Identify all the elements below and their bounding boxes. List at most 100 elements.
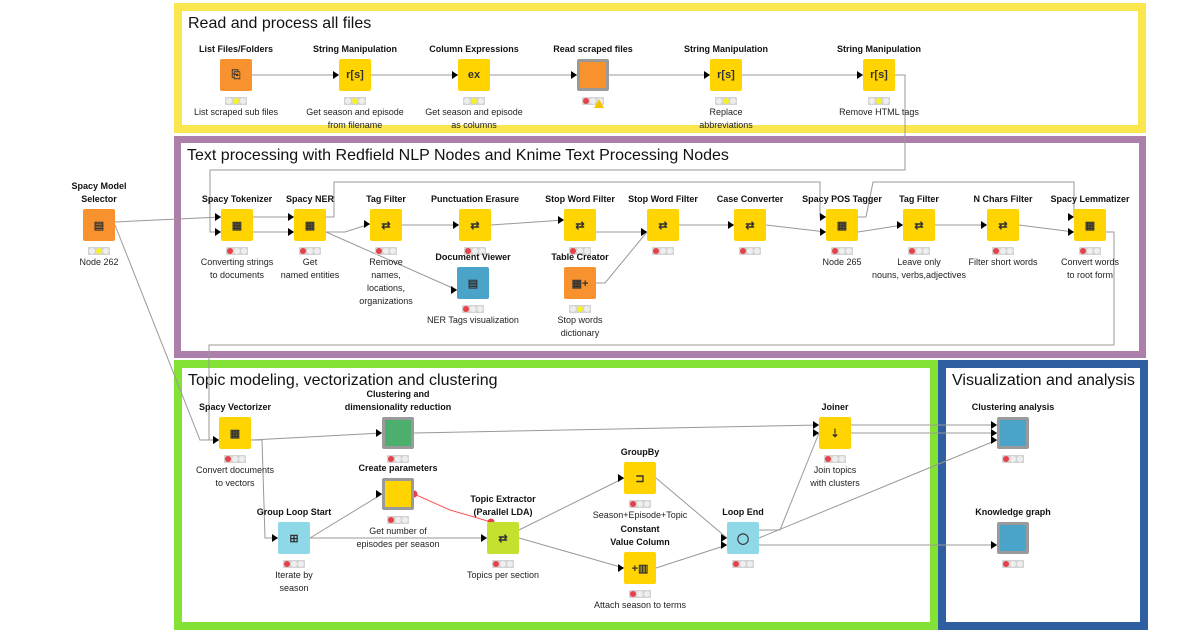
node-title: String Manipulation [313,44,397,54]
node-icon[interactable]: +▥ [624,552,656,584]
node-description[interactable]: Get season and episode from filename [306,107,404,130]
node-title: Stop Word Filter [545,194,615,204]
node-status-lights [464,247,486,255]
node-icon[interactable]: ▦ [221,209,253,241]
status-light-yellow [470,98,477,104]
node-description[interactable]: List scraped sub files [193,107,279,117]
node-icon[interactable]: r[s] [710,59,742,91]
node-status-lights [569,305,591,313]
status-light-off [499,561,506,567]
node-icon[interactable] [382,478,414,510]
node-status-lights [387,455,409,463]
node-status-lights [1002,560,1024,568]
node-icon[interactable]: ◯ [727,522,759,554]
node-glyph-icon: ▦ [231,219,243,232]
status-light-red [224,456,231,462]
node-glyph-icon: ⇄ [470,219,480,232]
node-icon[interactable]: r[s] [863,59,895,91]
node-description[interactable]: Join topics with clusters [810,465,860,488]
node-description[interactable]: Converting strings to documents [200,257,274,280]
node-status-lights [732,560,754,568]
node-icon[interactable] [997,417,1029,449]
node-status-lights [224,455,246,463]
node-description[interactable]: NER Tags visualization [427,315,519,325]
status-light-off [239,456,246,462]
node-icon[interactable]: ▦ [219,417,251,449]
status-light-off [831,456,838,462]
status-light-red [629,591,636,597]
node-icon[interactable]: ⊐ [624,462,656,494]
node-description[interactable]: Remove names, locations, organizations [359,257,413,306]
node-description[interactable]: Remove HTML tags [839,107,919,117]
status-light-off [507,561,514,567]
node-description[interactable]: Season+Episode+Topic [592,510,688,520]
status-light-red [299,248,306,254]
node-title: Stop Word Filter [628,194,698,204]
node-icon[interactable]: ▦+ [564,267,596,299]
node-description[interactable]: Attach season to terms [593,600,687,610]
node-description[interactable]: Filter short words [968,257,1038,267]
node-icon[interactable]: ▦ [294,209,326,241]
node-icon[interactable]: r[s] [339,59,371,91]
node-description[interactable]: Node 265 [822,257,862,267]
node-description[interactable]: Convert words to root form [1060,257,1120,280]
node-description[interactable]: Leave only nouns, verbs,adjectives [871,257,967,280]
node-icon[interactable]: ▦ [826,209,858,241]
node-icon[interactable]: ▦ [1074,209,1106,241]
node-description[interactable]: Get named entities [280,257,340,280]
node-description[interactable]: Node 262 [79,257,119,267]
node-description[interactable]: Replace abbreviations [699,107,753,130]
node-icon[interactable]: ▤ [457,267,489,299]
status-light-off [747,561,754,567]
node-glyph-icon: +▥ [631,562,649,575]
node-title: Document Viewer [435,252,511,262]
node-icon[interactable]: ⎘ [220,59,252,91]
annotation-title: Text processing with Redfield NLP Nodes … [187,147,729,164]
node-icon[interactable]: ⇄ [487,522,519,554]
node-description[interactable]: Get number of episodes per season [356,526,440,549]
node-glyph-icon: r[s] [870,69,888,81]
node-glyph-icon: ⇄ [498,532,508,545]
node-icon[interactable]: ▤ [83,209,115,241]
status-light-off [394,456,401,462]
status-light-off [730,98,737,104]
node-glyph-icon: r[s] [717,69,735,81]
node-icon[interactable]: ⇣ [819,417,851,449]
status-light-off [390,248,397,254]
status-light-yellow [95,248,102,254]
node-title: Group Loop Start [256,507,332,517]
annotation-title: Visualization and analysis [952,372,1135,389]
node-title: Table Creator [551,252,609,262]
status-light-off [868,98,875,104]
node-icon[interactable] [577,59,609,91]
node-glyph-icon: ⇣ [830,427,840,440]
node-title: Read scraped files [553,44,633,54]
node-description[interactable]: Convert documents to vectors [195,465,275,488]
node-description[interactable]: Stop words dictionary [557,315,603,338]
node-icon[interactable]: ⇄ [903,209,935,241]
status-light-off [1009,456,1016,462]
status-light-off [463,98,470,104]
node-description[interactable]: Get season and episode as columns [425,107,523,130]
node-icon[interactable]: ⊞ [278,522,310,554]
status-light-red [992,248,999,254]
node-icon[interactable]: ex [458,59,490,91]
node-description[interactable]: Topics per section [466,570,540,580]
node-icon[interactable] [382,417,414,449]
node-glyph-icon: ⎘ [231,68,241,81]
node-icon[interactable]: ⇄ [370,209,402,241]
node-status-lights [739,247,761,255]
node-icon[interactable]: ⇄ [734,209,766,241]
node-icon[interactable] [997,522,1029,554]
node-icon[interactable]: ⇄ [987,209,1019,241]
node-icon[interactable]: ⇄ [459,209,491,241]
node-status-lights [831,247,853,255]
status-light-off [103,248,110,254]
node-icon[interactable]: ⇄ [564,209,596,241]
node-icon[interactable]: ⇄ [647,209,679,241]
node-title: Spacy Model Selector [71,181,127,204]
node-description[interactable]: Iterate by season [275,570,313,593]
node-title: String Manipulation [684,44,768,54]
node-status-lights [344,97,366,105]
status-light-off [394,517,401,523]
